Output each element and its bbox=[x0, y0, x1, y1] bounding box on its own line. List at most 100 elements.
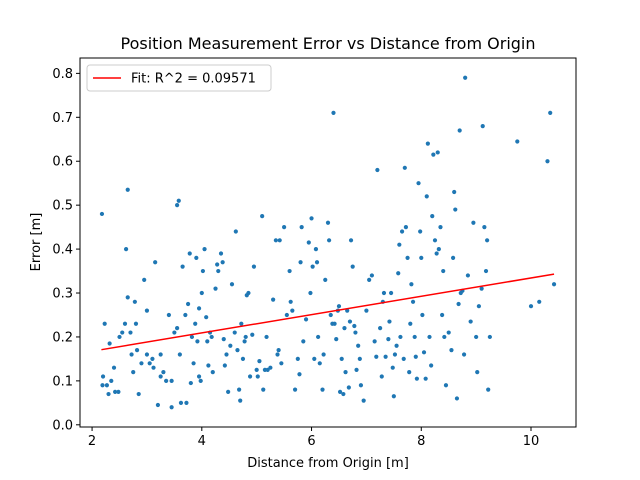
data-point bbox=[334, 337, 339, 342]
data-point bbox=[339, 356, 344, 362]
data-point bbox=[394, 343, 399, 348]
data-point bbox=[545, 159, 550, 164]
data-point bbox=[295, 356, 300, 362]
data-point bbox=[109, 378, 114, 383]
data-point bbox=[414, 376, 419, 381]
data-point bbox=[325, 220, 331, 225]
data-point bbox=[222, 363, 227, 368]
data-point bbox=[196, 374, 202, 379]
data-point bbox=[151, 365, 156, 370]
data-point bbox=[343, 369, 348, 375]
data-point bbox=[452, 189, 457, 195]
data-point bbox=[246, 290, 251, 296]
data-point bbox=[206, 363, 211, 368]
legend: Fit: R^2 = 0.09571 bbox=[86, 64, 272, 92]
data-point bbox=[346, 385, 351, 390]
data-point bbox=[353, 330, 358, 335]
data-point bbox=[132, 299, 137, 304]
data-point bbox=[268, 365, 273, 370]
data-point bbox=[189, 334, 195, 340]
data-point bbox=[297, 372, 302, 377]
data-point bbox=[331, 110, 336, 116]
legend-fit-label: Fit: R^2 = 0.09571 bbox=[131, 72, 256, 87]
data-point bbox=[202, 246, 207, 252]
data-point bbox=[153, 260, 158, 265]
data-point bbox=[150, 356, 155, 362]
data-point bbox=[228, 343, 233, 348]
data-point bbox=[487, 334, 492, 340]
data-point bbox=[482, 225, 487, 230]
y-axis-label: Error [m] bbox=[29, 213, 44, 272]
data-point bbox=[537, 299, 542, 304]
data-point bbox=[210, 369, 215, 375]
data-point bbox=[356, 343, 361, 348]
data-point bbox=[139, 361, 144, 366]
legend-box bbox=[86, 64, 272, 92]
data-point bbox=[166, 312, 171, 318]
data-point bbox=[218, 251, 224, 256]
data-point bbox=[183, 312, 188, 318]
data-point bbox=[198, 378, 203, 383]
data-point bbox=[435, 150, 440, 155]
data-point bbox=[434, 251, 439, 256]
data-point bbox=[237, 387, 242, 392]
data-point bbox=[436, 246, 441, 252]
data-point bbox=[388, 290, 394, 296]
data-point bbox=[314, 260, 320, 265]
data-point bbox=[465, 273, 471, 278]
y-tick-label: 0.6 bbox=[52, 155, 73, 170]
data-point bbox=[486, 387, 491, 392]
data-point bbox=[409, 282, 414, 287]
data-point bbox=[456, 301, 461, 307]
y-tick-label: 0.7 bbox=[52, 111, 73, 126]
data-point bbox=[375, 167, 380, 173]
data-point bbox=[416, 181, 421, 186]
fit-line bbox=[101, 273, 555, 351]
data-point bbox=[336, 304, 342, 309]
data-point bbox=[131, 369, 136, 375]
data-point bbox=[213, 286, 218, 291]
data-point bbox=[442, 334, 447, 340]
data-point bbox=[476, 304, 481, 309]
x-tick-label: 10 bbox=[523, 434, 540, 449]
data-point bbox=[413, 354, 418, 359]
data-point bbox=[100, 374, 106, 379]
data-point bbox=[184, 400, 189, 405]
data-point bbox=[306, 240, 311, 245]
x-tick-label: 4 bbox=[198, 434, 206, 449]
y-tick-label: 0.8 bbox=[52, 67, 73, 82]
data-point bbox=[205, 339, 210, 344]
data-point bbox=[457, 128, 462, 133]
data-point bbox=[401, 356, 406, 362]
data-point bbox=[287, 268, 292, 274]
data-point bbox=[427, 334, 432, 340]
data-point bbox=[178, 400, 184, 405]
data-point bbox=[204, 315, 209, 320]
data-point bbox=[383, 354, 388, 359]
data-point bbox=[386, 337, 391, 342]
data-point bbox=[242, 339, 247, 344]
data-point bbox=[342, 326, 347, 331]
data-point bbox=[277, 238, 282, 243]
data-point bbox=[463, 75, 468, 80]
data-point bbox=[399, 229, 405, 234]
data-point bbox=[254, 367, 259, 372]
data-point bbox=[113, 389, 118, 394]
data-point bbox=[175, 326, 180, 331]
data-point bbox=[454, 396, 460, 401]
data-point bbox=[421, 350, 427, 355]
data-point bbox=[136, 391, 141, 397]
data-point bbox=[169, 405, 174, 410]
data-point bbox=[264, 334, 269, 340]
data-point bbox=[367, 277, 372, 282]
data-point bbox=[104, 383, 109, 388]
data-point bbox=[161, 369, 166, 375]
data-point bbox=[397, 242, 402, 247]
data-point bbox=[316, 334, 321, 340]
data-point bbox=[247, 374, 253, 379]
data-point bbox=[99, 211, 105, 217]
y-axis: 0.0 0.1 0.2 0.3 0.4 0.5 0.6 0.7 0.8 bbox=[52, 67, 80, 433]
data-point bbox=[475, 369, 480, 375]
data-point bbox=[408, 321, 413, 326]
